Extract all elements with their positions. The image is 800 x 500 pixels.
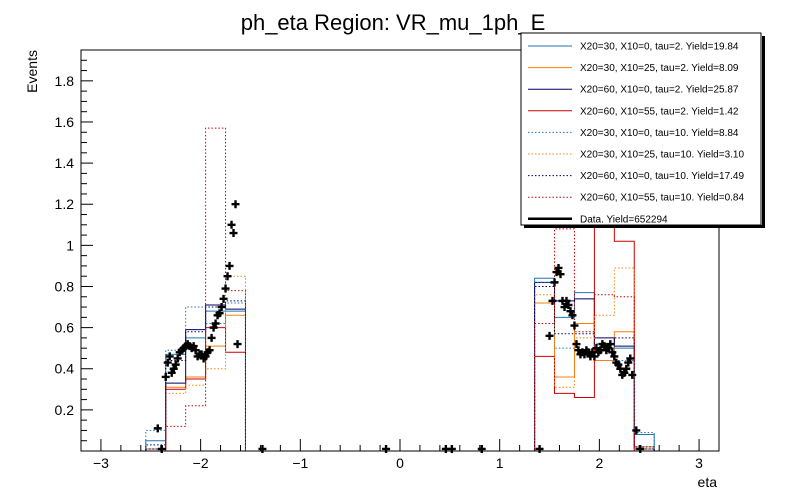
legend-box — [520, 32, 762, 226]
x-tick-label: 1 — [496, 455, 504, 471]
data-point — [258, 444, 267, 453]
x-tick-label: −3 — [93, 455, 109, 471]
data-point — [548, 296, 557, 305]
y-tick-label: 1.4 — [55, 155, 75, 171]
legend-label: X20=60, X10=0, tau=2. Yield=25.87 — [580, 85, 739, 96]
data-point — [173, 354, 182, 363]
data-point — [227, 220, 236, 229]
data-point — [604, 344, 613, 353]
data-point — [477, 444, 486, 453]
data-point — [217, 303, 226, 312]
legend-shadow — [524, 225, 765, 228]
data-point — [636, 444, 645, 453]
data-point — [157, 444, 166, 453]
data-point — [554, 263, 563, 272]
data-point — [606, 340, 615, 349]
legend-label: X20=60, X10=55, tau=10. Yield=0.84 — [580, 193, 744, 204]
x-axis-label: eta — [698, 474, 718, 490]
data-point — [205, 346, 214, 355]
histogram-series-4 — [145, 216, 655, 452]
data-point — [219, 294, 228, 303]
y-axis: 0.2 0.4 0.6 0.8 1 1.2 1.4 1.6 1.8 — [55, 49, 93, 442]
data-point — [622, 364, 631, 373]
chart-title: ph_eta Region: VR_mu_1ph_E — [241, 10, 546, 35]
legend-shadow — [762, 36, 765, 228]
x-tick-label: 3 — [695, 455, 703, 471]
data-point — [215, 309, 224, 318]
data-point — [624, 358, 633, 367]
x-axis: −3 −2 −1 0 1 2 3 — [80, 439, 720, 471]
data-point — [447, 444, 456, 453]
data-point — [545, 331, 554, 340]
data-point — [233, 340, 242, 349]
histogram-series-8 — [145, 127, 655, 452]
data-point — [610, 352, 619, 361]
histogram-series-6 — [145, 267, 655, 452]
y-tick-label: 1 — [66, 237, 74, 253]
data-point — [229, 229, 238, 238]
data-point — [153, 424, 162, 433]
data-point — [590, 352, 599, 361]
legend-label: X20=30, X10=0, tau=2. Yield=19.84 — [580, 42, 739, 53]
y-tick-label: 1.6 — [55, 114, 75, 130]
y-tick-label: 1.8 — [55, 73, 75, 89]
data-point — [161, 372, 170, 381]
data-point — [620, 368, 629, 377]
legend-label: X20=30, X10=25, tau=2. Yield=8.09 — [580, 63, 739, 74]
y-tick-label: 0.4 — [55, 361, 75, 377]
data-point — [191, 346, 200, 355]
data-point — [566, 307, 575, 316]
x-tick-label: −1 — [292, 455, 308, 471]
data-point — [564, 300, 573, 309]
data-point — [562, 296, 571, 305]
data-point — [568, 311, 577, 320]
data-point — [223, 272, 232, 281]
data-point — [550, 278, 559, 287]
data-point — [614, 360, 623, 369]
data-point — [209, 323, 218, 332]
data-point — [626, 354, 635, 363]
data-point — [382, 444, 391, 453]
legend-label: Data. Yield=652294 — [580, 214, 668, 225]
data-point — [556, 270, 565, 279]
legend-label: X20=60, X10=0, tau=10. Yield=17.49 — [580, 171, 744, 182]
data-point — [163, 358, 172, 367]
y-tick-label: 0.2 — [55, 402, 75, 418]
data-point — [207, 333, 216, 342]
legend-label: X20=30, X10=0, tau=10. Yield=8.84 — [580, 128, 739, 139]
data-point — [201, 352, 210, 361]
legend: X20=30, X10=0, tau=2. Yield=19.84 X20=30,… — [520, 32, 765, 228]
data-point — [167, 368, 176, 377]
data-point — [189, 342, 198, 351]
x-tick-label: −2 — [193, 455, 209, 471]
data-point — [572, 340, 581, 349]
data-point — [628, 370, 637, 379]
legend-label: X20=60, X10=55, tau=2. Yield=1.42 — [580, 106, 739, 117]
data-point — [632, 426, 641, 435]
data-point — [169, 364, 178, 373]
data-point — [231, 200, 240, 209]
data-point — [225, 261, 234, 270]
data-point — [608, 348, 617, 357]
data-point — [165, 352, 174, 361]
data-point — [211, 319, 220, 328]
x-tick-label: 0 — [396, 455, 404, 471]
y-tick-label: 1.2 — [55, 196, 75, 212]
y-tick-label: 0.6 — [55, 320, 75, 336]
data-point — [221, 284, 230, 293]
y-axis-label: Events — [24, 50, 40, 93]
data-point — [171, 360, 180, 369]
y-tick-label: 0.8 — [55, 278, 75, 294]
legend-label: X20=30, X10=25, tau=10. Yield=3.10 — [580, 150, 744, 161]
x-tick-label: 2 — [595, 455, 603, 471]
data-point — [570, 321, 579, 330]
